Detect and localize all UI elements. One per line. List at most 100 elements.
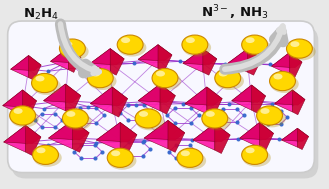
Ellipse shape [183,39,211,57]
Ellipse shape [177,148,203,167]
Ellipse shape [242,149,271,167]
Point [63,99,68,102]
Ellipse shape [139,111,148,117]
Polygon shape [185,87,207,114]
Polygon shape [160,84,175,114]
Polygon shape [193,123,215,150]
Polygon shape [68,48,81,72]
Polygon shape [3,90,37,107]
Ellipse shape [152,69,178,88]
Polygon shape [292,90,305,115]
Polygon shape [185,87,222,105]
Polygon shape [252,85,266,113]
Ellipse shape [107,148,133,167]
Ellipse shape [88,72,116,90]
Polygon shape [282,128,309,141]
Point [46,143,51,146]
Point [117,139,123,142]
Text: N$_2$H$_4$: N$_2$H$_4$ [22,7,59,22]
Ellipse shape [245,37,255,43]
Point [257,137,262,140]
Point [86,65,91,68]
Polygon shape [138,45,172,61]
Ellipse shape [215,72,244,90]
Polygon shape [90,49,124,65]
Polygon shape [183,49,217,65]
Ellipse shape [135,109,161,128]
Polygon shape [65,84,81,114]
Point [108,62,113,65]
Point [66,60,71,63]
Ellipse shape [60,43,89,60]
Polygon shape [282,128,297,147]
Polygon shape [72,120,89,152]
Polygon shape [271,53,302,68]
Point [222,63,227,66]
Polygon shape [23,90,37,118]
Ellipse shape [91,71,100,77]
Point [20,104,25,107]
Polygon shape [240,122,260,148]
Polygon shape [207,87,222,117]
Ellipse shape [66,111,75,117]
Ellipse shape [242,145,267,164]
Polygon shape [29,56,41,80]
Polygon shape [274,90,292,112]
Ellipse shape [60,39,85,58]
Ellipse shape [121,37,130,43]
Polygon shape [48,120,72,149]
Point [177,60,183,63]
Point [245,62,250,65]
Point [226,102,231,105]
Ellipse shape [182,35,208,54]
Point [26,68,31,71]
Ellipse shape [219,71,228,77]
Polygon shape [50,48,81,63]
Polygon shape [228,49,262,65]
Polygon shape [215,123,230,153]
Polygon shape [43,84,65,111]
Point [249,99,254,102]
Ellipse shape [87,69,113,88]
Polygon shape [168,120,185,152]
Ellipse shape [269,71,295,91]
Ellipse shape [287,43,316,60]
Point [41,107,46,110]
Polygon shape [112,87,128,117]
Polygon shape [11,56,41,71]
Polygon shape [271,53,290,75]
Point [200,62,206,65]
Polygon shape [138,84,175,102]
Polygon shape [90,87,128,105]
Polygon shape [138,84,160,111]
Ellipse shape [202,109,228,128]
Ellipse shape [178,152,206,170]
Point [276,138,281,141]
Ellipse shape [273,74,283,79]
Point [46,70,51,73]
Polygon shape [96,122,137,142]
Ellipse shape [242,39,271,57]
Polygon shape [183,49,203,72]
Point [70,137,75,140]
Ellipse shape [63,109,88,128]
Ellipse shape [181,150,190,156]
Point [269,102,274,105]
Ellipse shape [117,35,143,54]
Point [94,142,99,145]
Polygon shape [274,90,305,105]
Ellipse shape [245,147,255,153]
Polygon shape [110,49,124,75]
Polygon shape [203,49,217,75]
Ellipse shape [215,69,241,88]
Ellipse shape [32,74,58,93]
Point [204,102,210,105]
Point [287,65,292,68]
Polygon shape [48,120,89,140]
Ellipse shape [287,39,312,58]
Point [134,103,139,106]
Ellipse shape [153,72,181,90]
Point [295,139,300,142]
Polygon shape [193,123,230,142]
Ellipse shape [261,108,269,114]
